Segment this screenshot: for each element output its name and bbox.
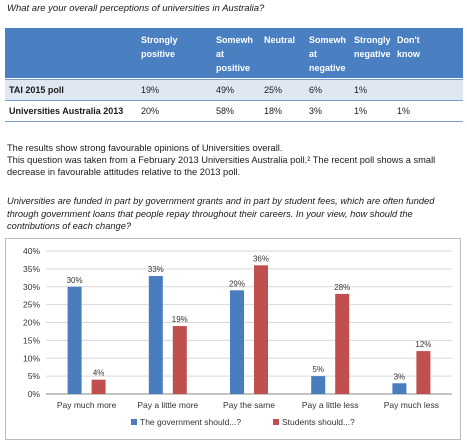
x-tick-label: Pay a little less	[302, 400, 359, 410]
table-row: TAI 2015 poll 19% 49% 25% 6% 1%	[5, 79, 463, 100]
table-cell: 1%	[397, 106, 411, 116]
data-label: 29%	[229, 279, 245, 288]
row-label: TAI 2015 poll	[9, 85, 64, 95]
table-header-text: positive	[216, 63, 251, 73]
table-header-text: Somewh	[216, 35, 254, 45]
data-label: 30%	[67, 276, 83, 285]
bar	[335, 293, 350, 394]
funding-chart-svg: 0% 5% 10% 15% 20% 25% 30% 35% 40% 30% 4% Pay much m…	[23, 246, 452, 427]
legend-swatch	[131, 419, 137, 425]
data-label: 12%	[415, 340, 431, 349]
table-cell: 20%	[141, 106, 160, 116]
table-header-text: Somewh	[309, 35, 347, 45]
question2-line: through government loans that people rep…	[7, 208, 413, 219]
table-header-text: Neutral	[264, 35, 296, 45]
table-header-text: at	[309, 49, 318, 59]
table-header-text: Strongly	[141, 35, 178, 45]
x-tick-label: Pay much more	[57, 400, 117, 410]
y-tick-label: 20%	[23, 318, 40, 328]
data-label: 3%	[394, 372, 406, 381]
bar	[148, 276, 163, 394]
bar	[91, 379, 106, 394]
table-header-text: know	[397, 49, 421, 59]
table-header-cell: Strongly negative	[354, 33, 391, 61]
y-tick-label: 25%	[23, 300, 40, 310]
legend-swatch	[273, 419, 279, 425]
table-header	[5, 28, 463, 78]
table-row: Universities Australia 2013 20% 58% 18% …	[5, 100, 463, 122]
y-tick-label: 30%	[23, 282, 40, 292]
table-header-text: Don't	[397, 35, 420, 45]
bar	[254, 265, 268, 394]
question2-line: contributions of each change?	[7, 221, 132, 231]
table-header-text: negative	[309, 63, 346, 73]
question2-line: Universities are funded in part by gover…	[7, 196, 435, 206]
survey-question-title: What are your overall perceptions of uni…	[7, 3, 265, 14]
table-cell: 25%	[264, 85, 283, 95]
legend-label: The government should...?	[140, 417, 241, 427]
table-header-text: negative	[354, 49, 391, 59]
bar	[311, 376, 326, 394]
table-cell: 18%	[264, 106, 283, 116]
table-cell: 3%	[309, 106, 323, 116]
funding-chart: 0% 5% 10% 15% 20% 25% 30% 35% 40% 30% 4% Pay much m…	[5, 238, 461, 440]
data-label: 36%	[253, 254, 269, 263]
bar	[67, 286, 82, 394]
row-label: Universities Australia 2013	[9, 106, 124, 116]
y-tick-label: 5%	[28, 371, 41, 381]
table-cell: 1%	[354, 85, 368, 95]
table-header-text: at	[216, 49, 225, 59]
bar	[230, 290, 244, 394]
x-tick-label: Pay a little more	[137, 400, 198, 410]
data-label: 5%	[312, 365, 324, 374]
results-text-line: This question was taken from a February …	[7, 155, 436, 165]
results-text-line: The results show strong favourable opini…	[7, 143, 283, 153]
data-label: 28%	[334, 283, 350, 292]
y-tick-label: 10%	[23, 353, 40, 363]
legend-label: Students should...?	[282, 417, 355, 427]
x-tick-label: Pay the same	[223, 400, 275, 410]
table-cell: 49%	[216, 85, 235, 95]
table-cell: 6%	[309, 85, 323, 95]
y-tick-label: 0%	[28, 389, 41, 399]
table-cell: 1%	[354, 106, 368, 116]
y-tick-label: 15%	[23, 335, 40, 345]
bar	[392, 383, 407, 394]
bar	[416, 351, 431, 394]
results-text-line: decrease in favourable attitudes relativ…	[7, 167, 241, 177]
table-header-cell: Somewh at positive	[216, 33, 253, 75]
data-label: 19%	[172, 315, 188, 324]
data-label: 33%	[148, 265, 164, 274]
table-header-cell: Neutral	[264, 33, 295, 47]
x-tick-label: Pay much less	[384, 400, 439, 410]
table-header-text: Strongly	[354, 35, 391, 45]
data-label: 4%	[93, 369, 105, 378]
table-header-text: positive	[141, 49, 176, 59]
table-cell: 58%	[216, 106, 235, 116]
table-header-cell: Somewh at negative	[309, 33, 346, 75]
table-header-cell: Strongly positive	[141, 33, 178, 61]
y-tick-label: 40%	[23, 246, 40, 256]
table-cell: 19%	[141, 85, 160, 95]
bar	[172, 326, 187, 394]
y-tick-label: 35%	[23, 264, 40, 274]
table-header-cell: Don't know	[397, 33, 420, 61]
